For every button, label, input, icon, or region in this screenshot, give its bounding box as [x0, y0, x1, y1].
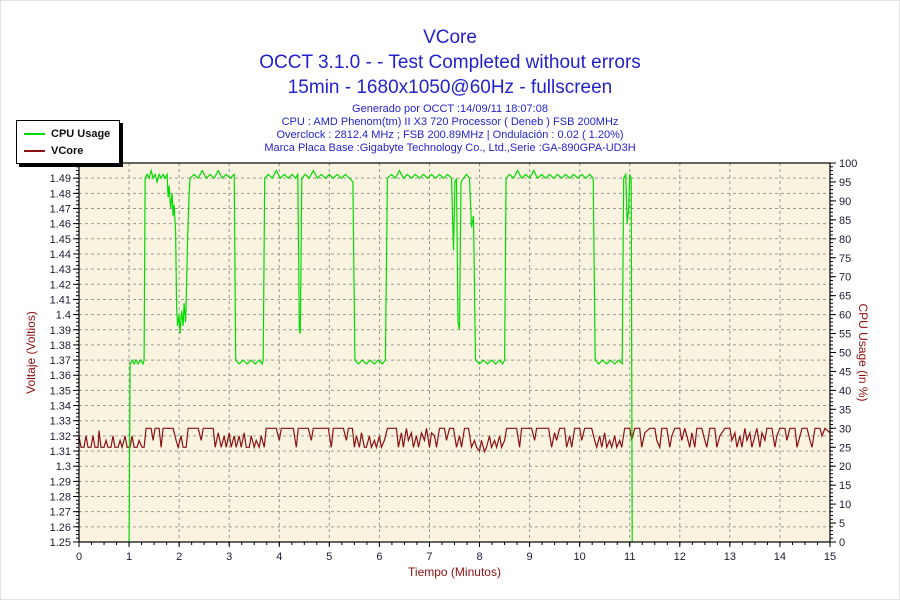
svg-text:15: 15 — [824, 551, 836, 563]
svg-text:3: 3 — [226, 551, 232, 563]
svg-text:10: 10 — [839, 499, 851, 511]
svg-text:14: 14 — [774, 551, 786, 563]
svg-text:1.42: 1.42 — [50, 279, 71, 291]
vcore-series-line — [78, 427, 831, 454]
svg-text:80: 80 — [839, 234, 851, 246]
svg-text:1.28: 1.28 — [50, 492, 71, 504]
cpu-usage-line-icon — [24, 132, 45, 135]
svg-text:1.29: 1.29 — [50, 476, 71, 488]
test-config-subtitle: 15min - 1680x1050@60Hz - fullscreen — [287, 77, 613, 98]
left-axis-title: Voltaje (Voltios) — [24, 311, 38, 394]
svg-text:11: 11 — [624, 551, 635, 563]
svg-text:85: 85 — [839, 215, 851, 227]
svg-text:95: 95 — [839, 177, 851, 189]
svg-text:1.44: 1.44 — [50, 249, 71, 261]
legend-label-vcore: VCore — [51, 144, 84, 157]
generated-info-line: Generado por OCCT :14/09/11 18:07:08 — [352, 103, 548, 115]
svg-text:45: 45 — [839, 366, 851, 378]
cpu-usage-series-line — [128, 168, 633, 543]
svg-text:1.25: 1.25 — [50, 537, 71, 549]
svg-text:2: 2 — [176, 551, 182, 563]
svg-text:55: 55 — [839, 329, 851, 341]
svg-text:5: 5 — [326, 551, 332, 563]
svg-text:15: 15 — [839, 480, 851, 492]
page-title: VCore — [423, 27, 477, 48]
svg-text:5: 5 — [839, 518, 845, 530]
svg-text:0: 0 — [76, 551, 82, 563]
svg-text:25: 25 — [839, 442, 851, 454]
svg-text:8: 8 — [476, 551, 482, 563]
svg-text:1.43: 1.43 — [50, 264, 71, 276]
svg-text:4: 4 — [276, 551, 282, 563]
svg-text:1.3: 1.3 — [56, 461, 71, 473]
svg-text:1.4: 1.4 — [56, 310, 71, 322]
legend: CPU Usage VCore — [16, 120, 121, 164]
svg-text:1.47: 1.47 — [50, 203, 71, 215]
axis-ticks — [73, 162, 836, 547]
svg-text:1.37: 1.37 — [50, 355, 71, 367]
svg-text:100: 100 — [839, 158, 857, 170]
svg-text:9: 9 — [527, 551, 533, 563]
svg-text:90: 90 — [839, 196, 851, 208]
svg-text:1.31: 1.31 — [50, 446, 71, 458]
legend-item-vcore: VCore — [24, 142, 110, 159]
svg-text:1.33: 1.33 — [50, 416, 71, 428]
series — [78, 168, 831, 543]
svg-text:1.34: 1.34 — [50, 401, 71, 413]
svg-text:1.39: 1.39 — [50, 325, 71, 337]
svg-text:13: 13 — [724, 551, 736, 563]
svg-text:10: 10 — [574, 551, 586, 563]
x-axis-title: Tiempo (Minutos) — [408, 565, 501, 579]
svg-text:0: 0 — [839, 537, 845, 549]
svg-text:60: 60 — [839, 310, 851, 322]
svg-text:7: 7 — [426, 551, 432, 563]
motherboard-info-line: Marca Placa Base :Gigabyte Technology Co… — [264, 142, 636, 154]
svg-text:1: 1 — [126, 551, 132, 563]
legend-item-cpu-usage: CPU Usage — [24, 125, 110, 142]
svg-text:1.45: 1.45 — [50, 234, 71, 246]
legend-label-cpu-usage: CPU Usage — [51, 127, 111, 140]
svg-text:35: 35 — [839, 404, 851, 416]
svg-text:1.38: 1.38 — [50, 340, 71, 352]
svg-text:20: 20 — [839, 461, 851, 473]
svg-text:40: 40 — [839, 385, 851, 397]
svg-text:75: 75 — [839, 253, 851, 265]
svg-text:1.26: 1.26 — [50, 522, 71, 534]
svg-text:1.35: 1.35 — [50, 385, 71, 397]
vcore-line-icon — [24, 149, 45, 152]
svg-text:30: 30 — [839, 423, 851, 435]
svg-text:1.36: 1.36 — [50, 370, 71, 382]
svg-text:1.49: 1.49 — [50, 173, 71, 185]
svg-text:1.41: 1.41 — [50, 294, 71, 306]
axis-titles: Voltaje (Voltios) CPU Usage (in %) Tiempo … — [24, 303, 870, 579]
svg-text:1.27: 1.27 — [50, 507, 71, 519]
cpu-info-line: CPU : AMD Phenom(tm) II X3 720 Processor… — [281, 116, 619, 128]
svg-text:65: 65 — [839, 291, 851, 303]
svg-text:50: 50 — [839, 348, 851, 360]
svg-text:12: 12 — [674, 551, 686, 563]
svg-text:6: 6 — [376, 551, 382, 563]
test-result-subtitle: OCCT 3.1.0 - - Test Completed without er… — [259, 52, 641, 73]
svg-text:1.46: 1.46 — [50, 219, 71, 231]
svg-text:70: 70 — [839, 272, 851, 284]
svg-text:1.48: 1.48 — [50, 188, 71, 200]
svg-text:1.32: 1.32 — [50, 431, 71, 443]
overclock-info-line: Overclock : 2812.4 MHz ; FSB 200.89MHz |… — [276, 129, 624, 141]
gridlines — [79, 163, 830, 542]
right-axis-title: CPU Usage (in %) — [856, 303, 870, 401]
